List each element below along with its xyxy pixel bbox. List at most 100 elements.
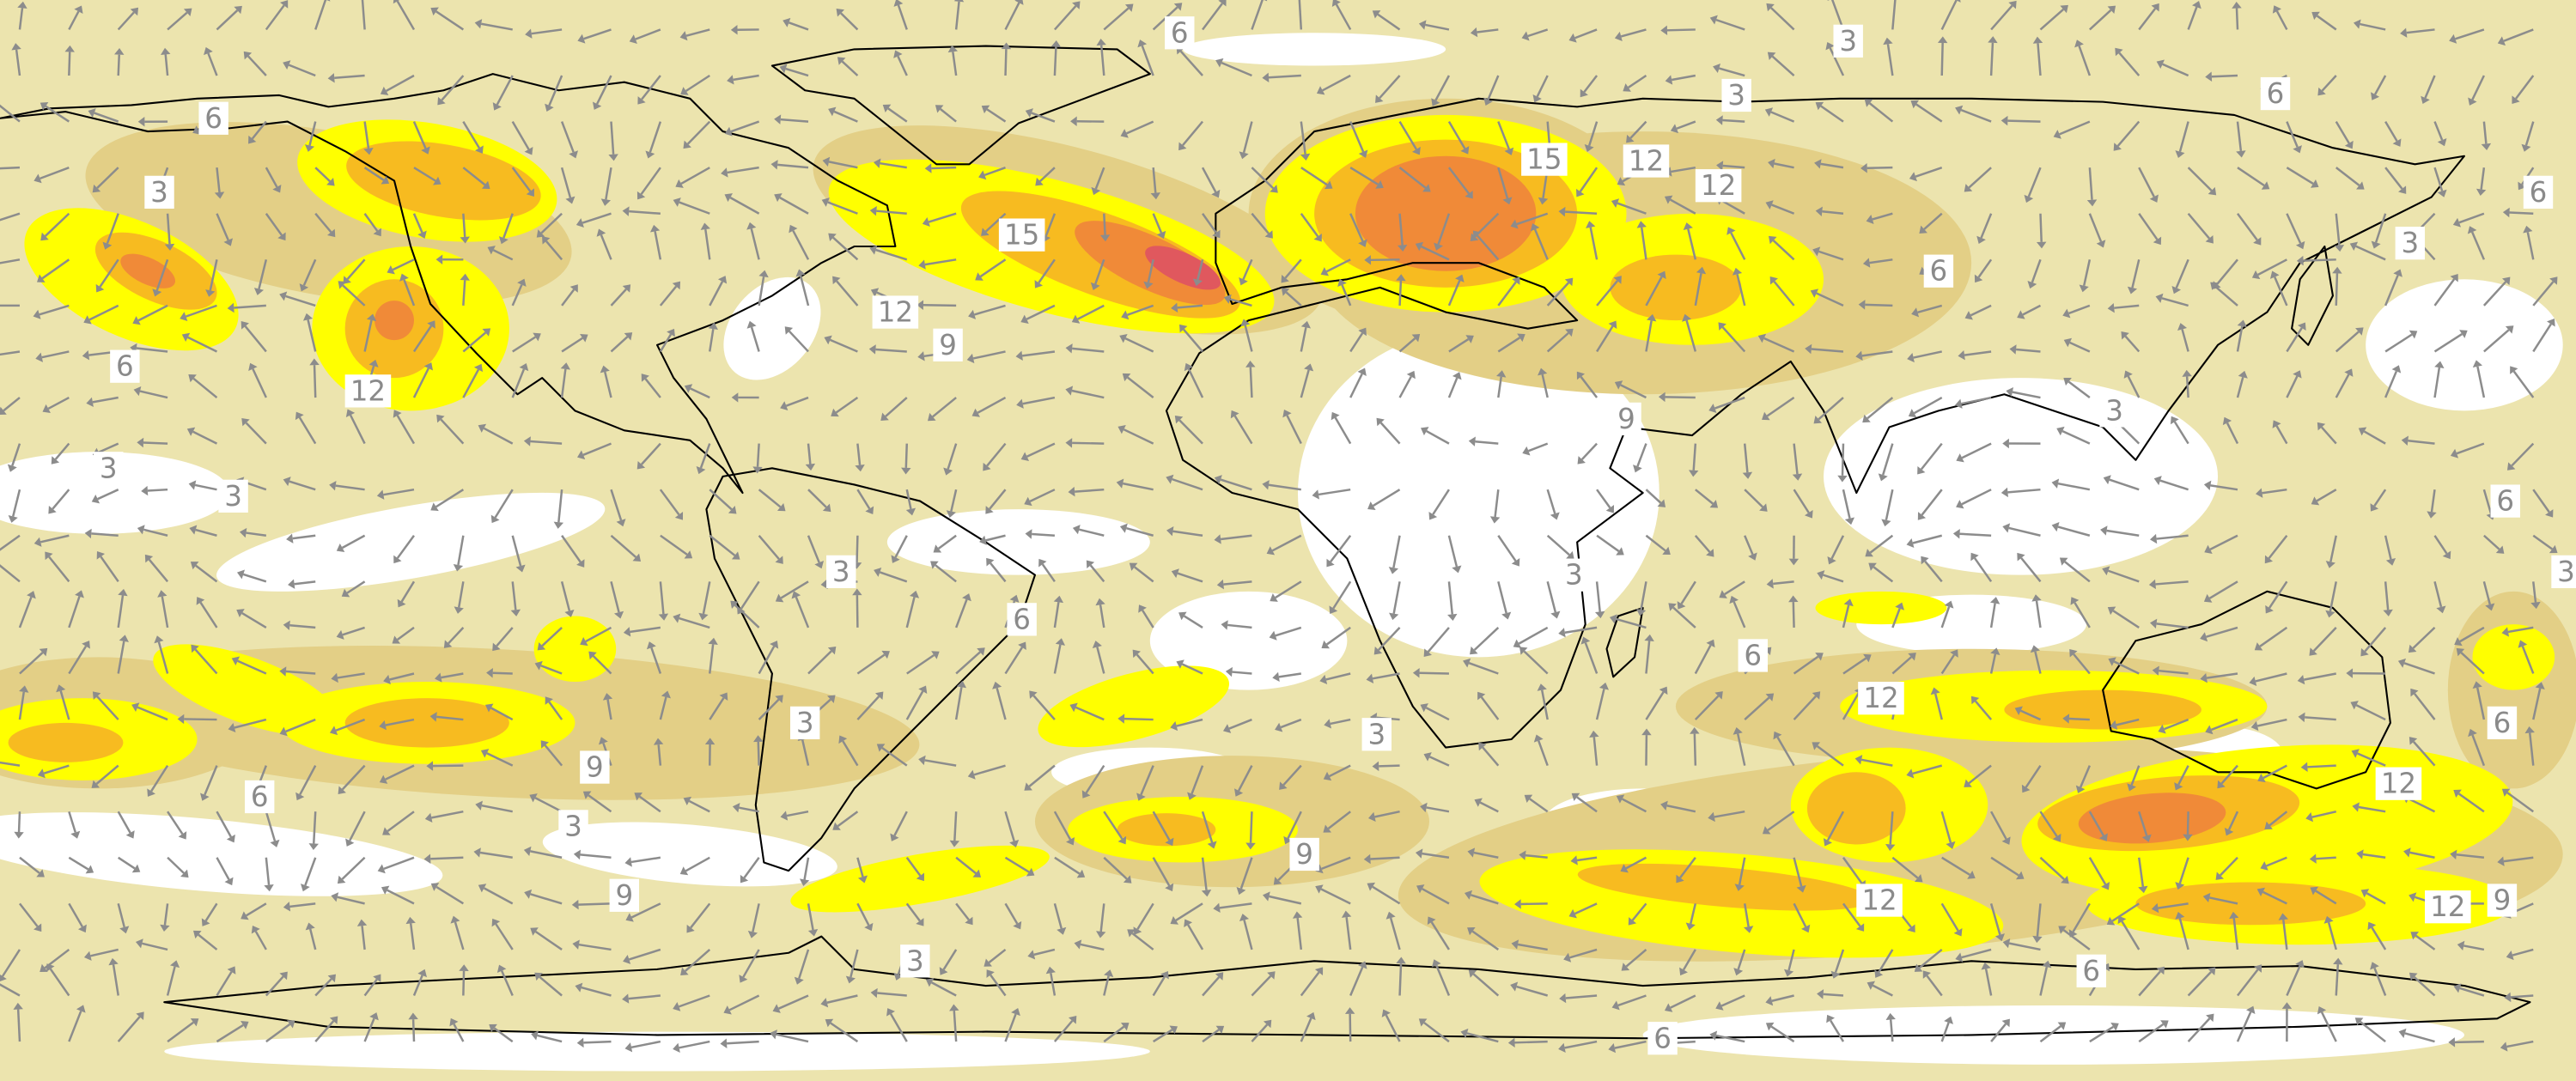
wind-arrow-shaft <box>1580 376 1599 398</box>
wind-arrow-shaft <box>560 368 567 398</box>
wind-arrow-head <box>283 620 290 631</box>
wind-arrow-head <box>2100 525 2108 536</box>
wind-arrow-head <box>1683 222 1693 230</box>
wind-arrow-head <box>2006 386 2014 398</box>
wind-arrow-head <box>82 641 90 649</box>
wind-arrow-shaft <box>1153 1029 1173 1043</box>
wind-arrow-head <box>1239 151 1249 160</box>
wind-arrow-head <box>708 637 718 646</box>
wind-arrow-head <box>580 637 588 647</box>
wind-arrow-shaft <box>1694 644 1712 675</box>
wind-arrow-head <box>33 923 42 932</box>
wind-arrow-head <box>917 300 924 310</box>
wind-arrow-head <box>326 0 331 2</box>
wind-arrow-shaft <box>1730 232 1746 260</box>
wind-arrow-shaft <box>758 646 776 675</box>
wind-arrows <box>0 0 2558 1054</box>
contour-label-box <box>244 780 275 814</box>
wind-arrow-head <box>1908 409 1917 418</box>
wind-arrow-shaft <box>2315 890 2337 905</box>
contour-fill <box>164 1031 1150 1072</box>
wind-arrow-shaft <box>1103 811 1124 840</box>
wind-arrow-head <box>822 156 831 167</box>
wind-arrow-head <box>1221 620 1228 630</box>
wind-arrow-head <box>1326 558 1335 568</box>
wind-arrow-shaft <box>2262 488 2287 495</box>
wind-arrow-head <box>1319 674 1328 685</box>
contour-label-box <box>1559 558 1589 592</box>
wind-arrow-head <box>2251 270 2261 280</box>
wind-arrow-head <box>1930 687 1940 695</box>
wind-arrow-shaft <box>644 378 661 398</box>
wind-arrow-shaft <box>1589 227 1599 260</box>
wind-arrow-head <box>1331 411 1340 421</box>
wind-arrow-shaft <box>2483 534 2500 550</box>
wind-arrow-head <box>1616 547 1624 556</box>
wind-arrow-head <box>102 241 113 250</box>
wind-arrow-shaft <box>758 489 782 508</box>
wind-arrow-shaft <box>2384 167 2403 190</box>
wind-arrow-shaft <box>2408 440 2435 445</box>
wind-arrow-shaft <box>803 857 810 880</box>
wind-arrow-head <box>1576 371 1586 380</box>
wind-arrow-head <box>674 512 684 520</box>
wind-arrow-shaft <box>583 28 612 40</box>
wind-arrow-shaft <box>1349 167 1379 185</box>
wind-arrow-shaft <box>1772 240 1795 261</box>
wind-arrow-head <box>480 749 490 758</box>
contour-label-box <box>998 218 1045 252</box>
wind-arrow-shaft <box>1026 304 1056 320</box>
wind-arrow-shaft <box>1239 857 1253 890</box>
wind-arrow-head <box>2051 522 2060 532</box>
wind-arrow-head <box>2215 871 2225 880</box>
wind-arrow-shaft <box>1026 442 1056 458</box>
wind-arrow-shaft <box>2463 944 2485 951</box>
wind-arrow-shaft <box>850 949 859 978</box>
wind-arrow-head <box>1121 310 1130 320</box>
wind-arrow-head <box>1124 3 1134 12</box>
wind-arrow-head <box>459 964 469 972</box>
wind-arrow-shaft <box>2158 902 2189 909</box>
wind-arrow-shaft <box>161 596 169 629</box>
wind-arrow-shaft <box>1122 482 1154 491</box>
wind-arrow-head <box>794 976 804 985</box>
wind-arrow-head <box>2260 861 2268 871</box>
wind-arrow-head <box>1914 963 1923 972</box>
wind-arrow-shaft <box>1685 319 1697 352</box>
wind-arrow-shaft <box>1476 234 1500 261</box>
wind-arrow-head <box>1065 343 1073 354</box>
wind-arrow-shaft <box>2482 581 2491 605</box>
wind-arrow-head <box>1733 727 1743 735</box>
wind-arrow-head <box>1825 41 1835 51</box>
wind-arrow-head <box>634 793 643 801</box>
wind-arrow-shaft <box>163 903 169 926</box>
wind-arrow-head <box>1769 276 1778 285</box>
wind-arrow-shaft <box>2335 331 2360 353</box>
wind-arrow-shaft <box>1053 644 1062 674</box>
wind-arrow-head <box>1830 970 1841 979</box>
wind-arrow-shaft <box>195 528 217 537</box>
wind-arrow-head <box>423 853 431 865</box>
wind-arrow-shaft <box>19 652 44 675</box>
wind-arrow-shaft <box>1520 902 1548 906</box>
wind-arrow-head <box>1119 523 1128 533</box>
wind-arrow-shaft <box>2532 688 2542 720</box>
wind-arrow-shaft <box>1233 415 1253 445</box>
wind-arrow-shaft <box>1583 75 1599 93</box>
wind-arrow-head <box>1173 3 1183 11</box>
wind-arrow-shaft <box>897 4 908 30</box>
wind-arrow-head <box>2370 962 2379 970</box>
wind-arrow-head <box>2495 545 2505 554</box>
wind-arrow-shaft <box>1714 810 1745 818</box>
wind-arrow-shaft <box>413 167 436 182</box>
wind-arrow-head <box>1020 452 1030 461</box>
wind-arrow-head <box>2117 915 2127 925</box>
wind-arrow-shaft <box>1278 672 1301 678</box>
wind-arrow-head <box>789 224 798 234</box>
wind-arrow-shaft <box>2433 333 2463 353</box>
wind-arrow-head <box>492 102 502 111</box>
wind-arrow-head <box>2344 140 2354 149</box>
wind-arrow-head <box>2056 426 2065 436</box>
wind-arrow-shaft <box>931 981 957 997</box>
contour-label: 3 <box>1565 559 1583 592</box>
